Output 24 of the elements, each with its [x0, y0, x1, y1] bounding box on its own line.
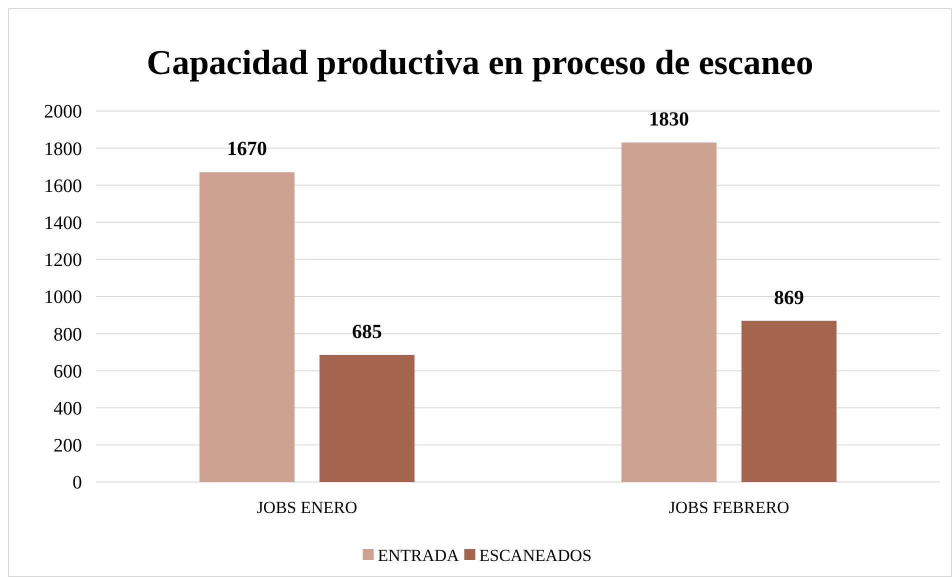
y-tick-label: 2000 [44, 102, 82, 123]
y-tick-label: 1400 [44, 212, 82, 234]
data-label: 1830 [649, 108, 689, 131]
data-label: 1670 [227, 138, 267, 160]
y-tick-label: 600 [54, 361, 82, 382]
bar [622, 142, 716, 482]
bar [320, 354, 414, 482]
x-tick-label: JOBS ENERO [256, 498, 358, 517]
x-tick-label: JOBS FEBRERO [668, 498, 790, 517]
y-tick-label: 1000 [44, 287, 82, 308]
y-tick-label: 1200 [44, 250, 82, 272]
y-tick-label: 0 [72, 472, 82, 494]
legend-label: ENTRADA [378, 546, 460, 565]
bar [200, 172, 294, 482]
legend-label: ESCANEADOS [479, 546, 592, 565]
chart-title: Capacidad productiva en proceso de escaneo [146, 43, 814, 82]
y-tick-label: 400 [54, 398, 82, 420]
data-label: 869 [774, 286, 804, 309]
y-tick-label: 200 [54, 436, 82, 457]
y-tick-label: 1600 [44, 176, 82, 197]
y-tick-label: 800 [54, 324, 82, 346]
data-label: 685 [352, 320, 382, 343]
bar [742, 320, 836, 482]
y-tick-label: 1800 [44, 138, 82, 160]
